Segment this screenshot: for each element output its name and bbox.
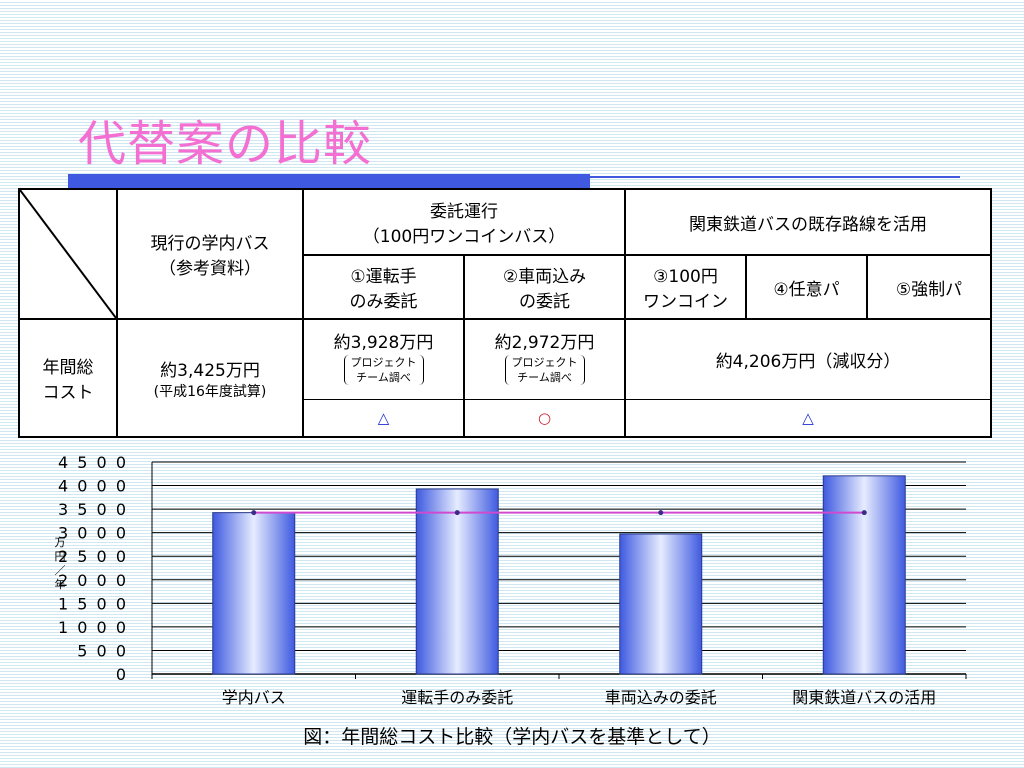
header-current-bus: 現行の学内バス （参考資料）: [116, 188, 304, 320]
bar: [822, 475, 906, 675]
y-tick-label: 4 0 0 0: [58, 477, 128, 496]
page-title: 代替案の比較: [78, 116, 373, 172]
header-itaku-line1: 委託運行: [430, 202, 498, 222]
cost-2-note: プロジェクト チーム調べ: [504, 355, 585, 385]
subheader-driver-only: ①運転手 のみ委託: [302, 254, 465, 320]
x-tick-label: 関東鉄道バスの活用: [792, 688, 936, 707]
subheader-2-line2: の委託: [519, 292, 570, 312]
y-tick-label: 5 0 0: [77, 641, 128, 660]
cost-1-note: プロジェクト チーム調べ: [343, 355, 424, 385]
header-current-line1: 現行の学内バス: [150, 234, 270, 254]
baseline-point: [658, 510, 664, 516]
subheader-mandatory-pass: ⑤強制パ: [866, 254, 993, 320]
diagonal-line: [20, 190, 116, 318]
row-label-annual-cost: 年間総 コスト: [18, 318, 118, 438]
x-tick-label: 車両込みの委託: [605, 688, 717, 707]
y-tick-label: 4 5 0 0: [58, 453, 128, 472]
subheader-1-line1: ①運転手: [350, 267, 417, 287]
diagonal-corner-cell: [18, 188, 118, 320]
cost-kanto: 約4,206万円（減収分）: [624, 318, 993, 400]
cost-2-note-line1: プロジェクト: [511, 356, 578, 369]
mark-driver-only: △: [302, 398, 465, 438]
title-accent-bar: [68, 174, 590, 188]
subheader-1-line2: のみ委託: [349, 292, 418, 312]
cost-current-value: 約3,425万円: [160, 360, 260, 381]
row-label-line2: コスト: [42, 383, 94, 403]
mark-with-vehicle: ○: [462, 398, 627, 438]
bar: [415, 488, 499, 675]
header-itaku-line2: （100円ワンコインバス）: [362, 227, 566, 247]
subheader-voluntary-pass: ④任意パ: [745, 254, 869, 320]
y-axis-label-char: 年: [55, 577, 66, 591]
chart-caption: 図：年間総コスト比較（学内バスを基準として）: [303, 726, 721, 748]
header-kanto: 関東鉄道バスの既存路線を活用: [624, 188, 993, 256]
y-axis-label-char: 円: [55, 550, 66, 563]
cost-1-note-line1: プロジェクト: [350, 356, 417, 369]
cost-driver-only: 約3,928万円 プロジェクト チーム調べ: [302, 318, 465, 400]
cost-current: 約3,425万円 (平成16年度試算): [116, 318, 304, 438]
subheader-2-line1: ②車両込み: [502, 267, 587, 287]
subheader-one-coin: ③100円 ワンコイン: [624, 254, 748, 320]
y-tick-label: 0: [116, 665, 128, 684]
baseline-point: [454, 510, 460, 516]
bar: [212, 512, 296, 675]
y-tick-label: 3 5 0 0: [58, 500, 128, 519]
y-tick-label: 1 5 0 0: [58, 594, 128, 613]
y-axis-label-char: ／: [55, 564, 66, 577]
y-axis-label-char: 万: [55, 536, 66, 549]
y-tick-label: 3 0 0 0: [58, 524, 128, 543]
cost-1-value: 約3,928万円: [333, 333, 434, 353]
cost-bar-chart: 0 5 0 0 1 0 0 0 1 5 0 0 2 0 0 0 2 5 0 0 3 0 0 …: [55, 453, 967, 707]
y-tick-label: 2 5 0 0: [58, 547, 128, 566]
x-tick-label: 運転手のみ委託: [401, 688, 513, 707]
mark-kanto: △: [624, 398, 993, 438]
row-label-line1: 年間総: [42, 358, 94, 378]
baseline-point: [251, 510, 257, 516]
cost-with-vehicle: 約2,972万円 プロジェクト チーム調べ: [462, 318, 627, 400]
comparison-table: 現行の学内バス （参考資料） 委託運行 （100円ワンコインバス） 関東鉄道バス…: [18, 188, 993, 438]
subheader-3-line2: ワンコイン: [643, 292, 729, 312]
baseline-point: [861, 510, 867, 516]
title-accent-line: [590, 176, 960, 178]
header-current-line2: （参考資料）: [159, 259, 261, 279]
y-tick-label: 1 0 0 0: [58, 618, 128, 637]
cost-2-note-line2: チーム調べ: [517, 371, 572, 384]
x-tick-label: 学内バス: [222, 688, 286, 707]
subheader-3-line1: ③100円: [653, 267, 718, 287]
header-itaku: 委託運行 （100円ワンコインバス）: [301, 188, 627, 256]
cost-1-note-line2: チーム調べ: [356, 371, 411, 384]
cost-current-note: (平成16年度試算): [153, 383, 267, 400]
subheader-with-vehicle: ②車両込み の委託: [462, 254, 627, 320]
cost-2-value: 約2,972万円: [494, 333, 595, 353]
bar: [619, 533, 703, 675]
y-tick-label: 2 0 0 0: [58, 571, 128, 590]
